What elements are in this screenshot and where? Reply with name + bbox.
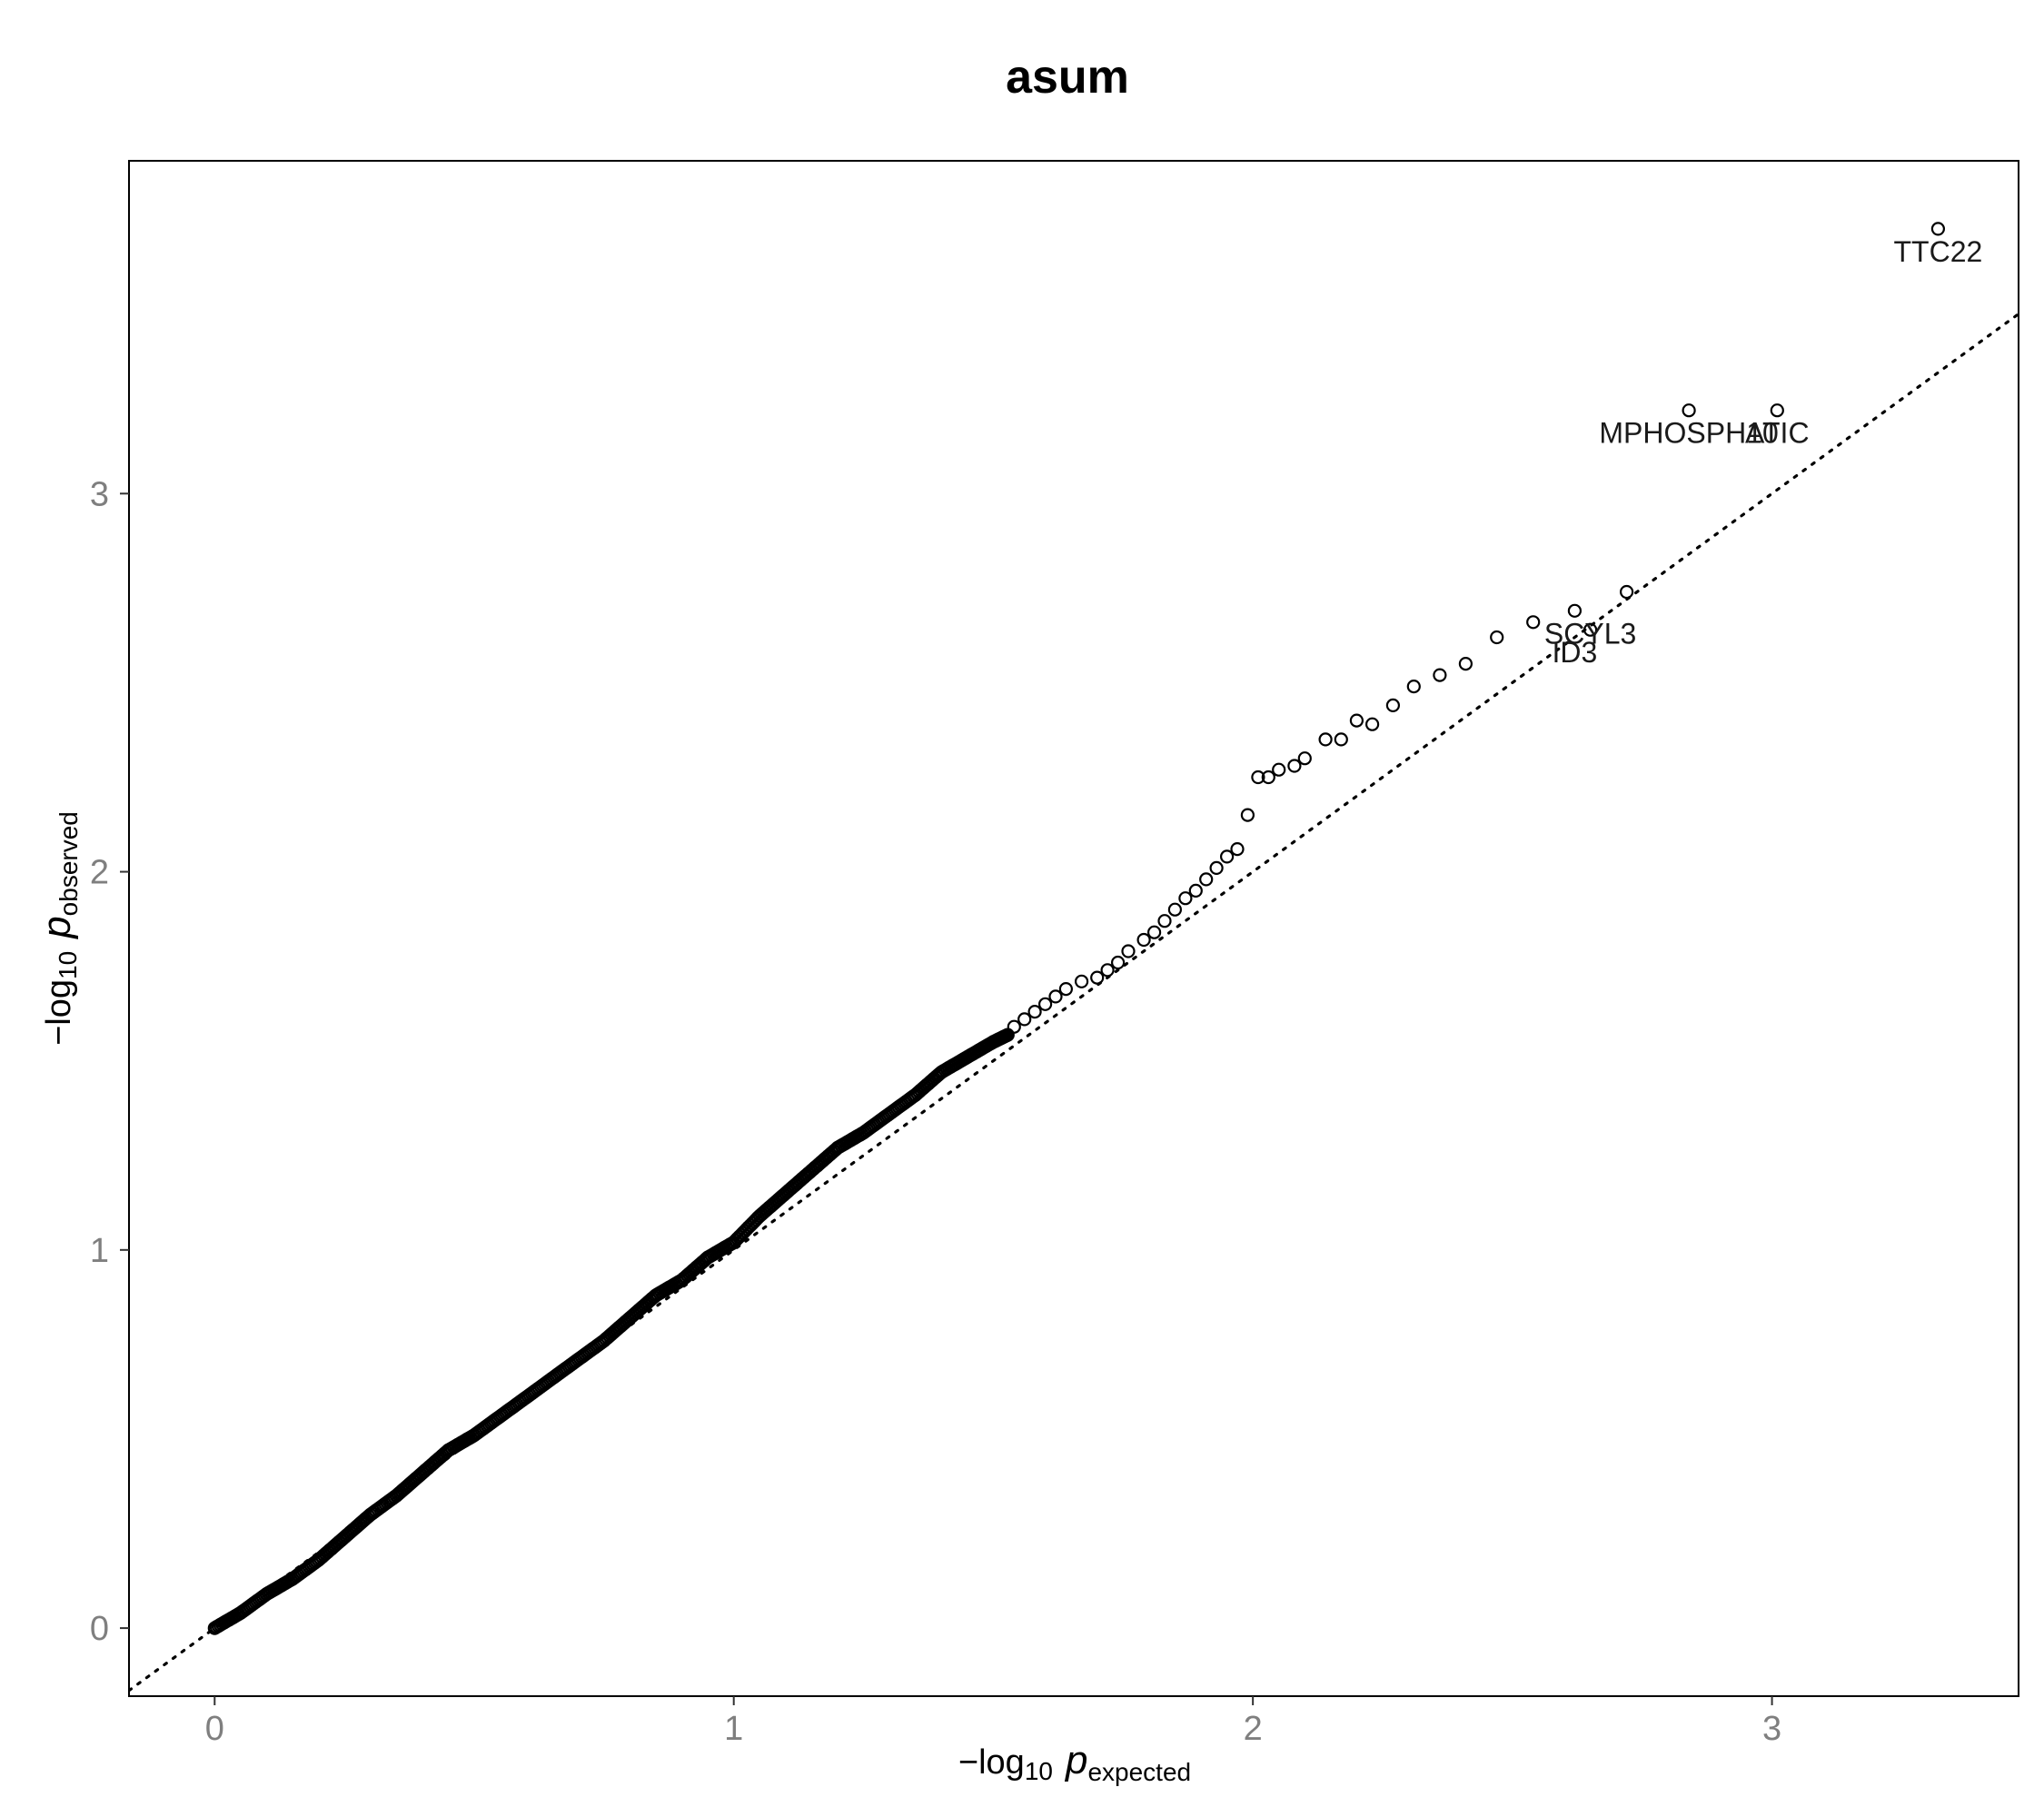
- plot-panel-border: [128, 160, 2019, 1697]
- y-tick-label: 1: [90, 1232, 109, 1270]
- x-axis-title-var: p: [1064, 1738, 1087, 1782]
- x-axis-title-prefix: −log: [958, 1743, 1025, 1782]
- data-point: [1490, 630, 1504, 645]
- y-axis-title-prefix: −log: [40, 979, 78, 1046]
- data-point: [1770, 403, 1784, 418]
- data-point: [1334, 732, 1348, 747]
- data-point: [1567, 603, 1583, 618]
- data-point: [1146, 925, 1162, 939]
- point-label: ID3: [1553, 636, 1598, 669]
- data-point: [1219, 849, 1235, 864]
- y-tick-label: 0: [90, 1610, 109, 1648]
- data-point: [1682, 403, 1696, 418]
- data-point: [1297, 751, 1312, 766]
- y-tick-label: 3: [90, 475, 109, 513]
- data-point: [1230, 841, 1245, 857]
- y-axis: 0 1 2 3: [90, 475, 129, 1648]
- data-point: [1209, 860, 1224, 876]
- data-point: [1167, 902, 1183, 917]
- y-tick-label: 2: [90, 854, 109, 892]
- x-axis-title: −log10 pexpected: [958, 1738, 1191, 1786]
- data-point: [1930, 222, 1945, 236]
- x-tick-label: 2: [1244, 1710, 1263, 1748]
- data-point: [1272, 762, 1286, 777]
- y-axis-title-sub: observed: [55, 811, 83, 916]
- data-point: [1058, 981, 1074, 997]
- data-point: [1526, 615, 1541, 630]
- data-point: [1100, 963, 1115, 978]
- data-point: [1287, 759, 1302, 773]
- data-point: [1199, 872, 1214, 887]
- data-point: [1007, 1019, 1021, 1034]
- data-point: [1251, 769, 1265, 785]
- data-point: [1074, 974, 1089, 988]
- data-point: [1364, 717, 1380, 731]
- y-axis-title-var: p: [35, 916, 79, 939]
- point-label: ATIC: [1745, 417, 1810, 450]
- x-axis: 0 1 2 3: [205, 1696, 1781, 1748]
- data-point: [1121, 944, 1136, 958]
- data-point: [1178, 891, 1193, 906]
- data-point: [1240, 808, 1255, 822]
- x-axis-title-base: 10: [1025, 1757, 1053, 1785]
- point-label: TTC22: [1894, 235, 1983, 268]
- data-point: [1188, 883, 1203, 899]
- point-label: SCYL3: [1544, 617, 1636, 650]
- x-tick-label: 0: [205, 1710, 224, 1748]
- point-label: MPHOSPH10: [1599, 417, 1778, 450]
- y-axis-title-base: 10: [54, 951, 82, 979]
- data-point: [1619, 584, 1634, 600]
- data-point: [1048, 989, 1063, 1004]
- chart-title: asum: [1006, 51, 1129, 104]
- y-axis-title: −log10 pobserved: [35, 811, 83, 1046]
- reference-line: [129, 312, 2019, 1693]
- data-point: [1349, 713, 1364, 728]
- data-point: [1110, 955, 1126, 970]
- data-point: [1385, 698, 1401, 713]
- data-point: [1136, 932, 1151, 948]
- data-point: [1090, 970, 1105, 985]
- data-point: [1261, 769, 1275, 785]
- x-tick-label: 1: [724, 1710, 743, 1748]
- data-point: [1458, 656, 1473, 671]
- data-point: [1027, 1004, 1042, 1019]
- x-tick-label: 3: [1762, 1710, 1781, 1748]
- data-point: [1017, 1012, 1032, 1027]
- data-point: [1037, 997, 1053, 1011]
- data-point: [1433, 668, 1447, 682]
- x-axis-title-sub: expected: [1087, 1758, 1191, 1786]
- data-point: [1157, 914, 1172, 928]
- data-point: [1583, 622, 1598, 637]
- data-point: [1318, 732, 1333, 747]
- data-point: [1406, 679, 1421, 694]
